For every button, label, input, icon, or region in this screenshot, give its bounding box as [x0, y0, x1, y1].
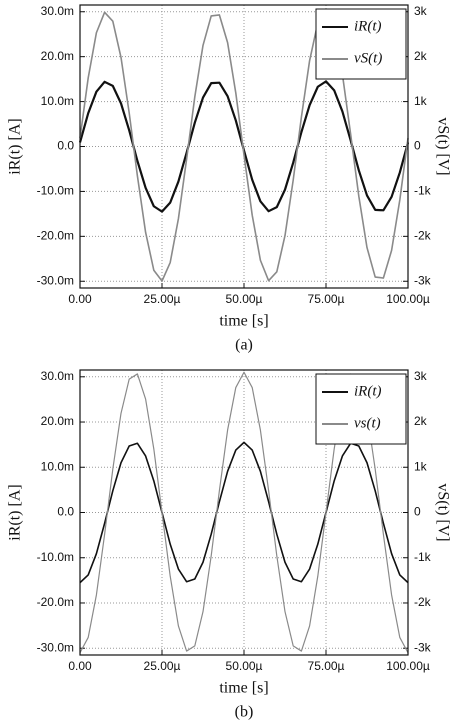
x-tick-label: 0.00 — [68, 292, 92, 306]
x-tick-label: 25.00µ — [144, 292, 181, 306]
x-tick-label: 50.00µ — [226, 659, 263, 673]
y2-tick-label: 0 — [414, 505, 421, 519]
y-tick-label: -10.0m — [37, 550, 74, 564]
y2-tick-label: 3k — [414, 4, 428, 18]
y-tick-label: 30.0m — [41, 4, 74, 18]
plot: 0.00 25.00µ 50.00µ 75.00µ 100.00µ-30.0m-20.0… — [7, 4, 452, 354]
x-tick-label: 50.00µ — [226, 292, 263, 306]
y-tick-label: 30.0m — [41, 369, 74, 383]
series-line — [79, 11, 409, 282]
x-tick-label: 100.00µ — [386, 292, 430, 306]
y-tick-label: -20.0m — [37, 229, 74, 243]
plot: 0.00 25.00µ 50.00µ 75.00µ 100.00µ-30.0m-20.0… — [7, 369, 452, 721]
x-tick-label: 75.00µ — [308, 659, 345, 673]
y-tick-label: -30.0m — [37, 273, 74, 287]
legend-label: iR(t) — [354, 18, 382, 34]
y2-tick-label: -2k — [414, 229, 432, 243]
plot-frame — [79, 369, 409, 656]
y-axis-label: iR(t) [A] — [7, 484, 24, 540]
y2-tick-label: -3k — [414, 640, 432, 654]
y-tick-label: 0.0 — [57, 139, 74, 153]
legend-box — [315, 373, 407, 445]
y2-axis-label: vS(t) [V] — [434, 483, 451, 541]
x-tick-label: 0.00 — [68, 659, 92, 673]
y-tick-label: 20.0m — [41, 414, 74, 428]
legend-label: vS(t) — [354, 50, 382, 66]
y2-tick-label: -2k — [414, 595, 432, 609]
legend-label: iR(t) — [354, 383, 382, 399]
x-axis-label: time [s] — [219, 313, 268, 330]
legend-box — [315, 8, 407, 80]
y-axis-label: iR(t) [A] — [7, 118, 24, 174]
y2-tick-label: 0 — [414, 139, 421, 153]
y2-tick-label: 1k — [414, 459, 428, 473]
y-tick-label: 20.0m — [41, 49, 74, 63]
y2-tick-label: 2k — [414, 414, 428, 428]
legend-label: vs(t) — [354, 415, 381, 431]
x-tick-label: 25.00µ — [144, 659, 181, 673]
y2-tick-label: -1k — [414, 550, 432, 564]
y2-tick-label: -1k — [414, 184, 432, 198]
y2-tick-label: 3k — [414, 369, 428, 383]
y-tick-label: 10.0m — [41, 459, 74, 473]
x-tick-label: 100.00µ — [386, 659, 430, 673]
x-axis-label: time [s] — [219, 680, 268, 697]
y2-axis-label: vS(t) [V] — [434, 117, 451, 175]
caption: (a) — [235, 337, 253, 354]
y-tick-label: -30.0m — [37, 640, 74, 654]
y-tick-label: 0.0 — [57, 505, 74, 519]
y-tick-label: -20.0m — [37, 595, 74, 609]
x-tick-label: 75.00µ — [308, 292, 345, 306]
caption: (b) — [235, 704, 254, 721]
y2-tick-label: -3k — [414, 273, 432, 287]
y-tick-label: 10.0m — [41, 94, 74, 108]
y2-tick-label: 1k — [414, 94, 428, 108]
plot-frame — [79, 4, 409, 289]
y2-tick-label: 2k — [414, 49, 428, 63]
y-tick-label: -10.0m — [37, 184, 74, 198]
